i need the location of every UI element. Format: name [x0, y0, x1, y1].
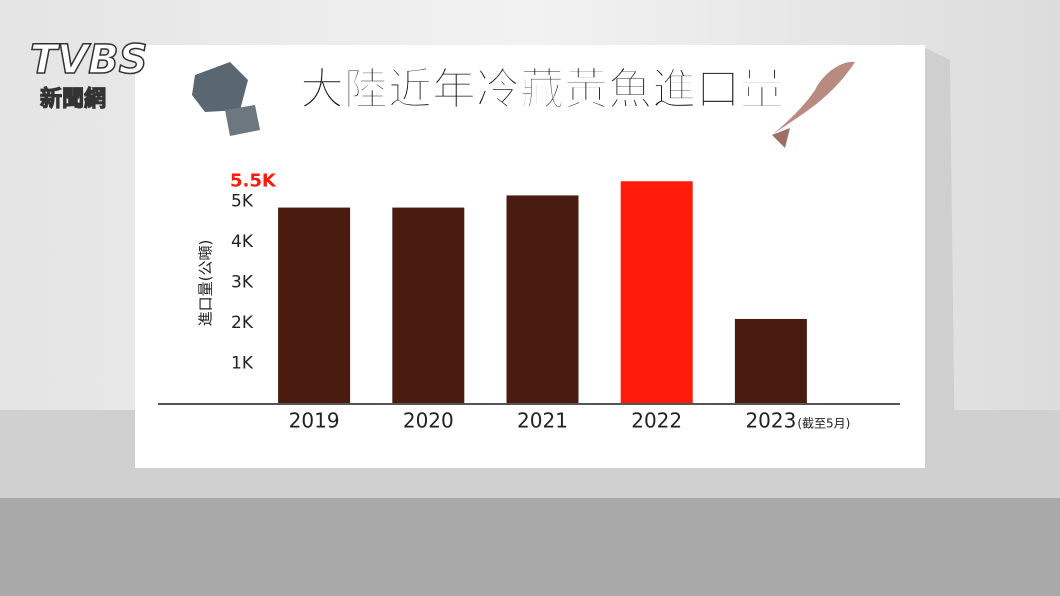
x-tick-label: 2021 — [517, 409, 568, 433]
y-tick-label: 1K — [231, 354, 254, 374]
x-tick-label: 2022 — [631, 409, 682, 433]
x-tick-label: 2019 — [289, 409, 340, 433]
y-tick-label: 5K — [231, 192, 254, 212]
y-tick-label: 4K — [231, 232, 254, 252]
y-tick-label: 2K — [231, 313, 254, 333]
x-tick-label: 2020 — [403, 409, 454, 433]
bar — [392, 207, 465, 404]
bar — [734, 318, 807, 404]
y-axis-label: 進口量(公噸) — [197, 240, 215, 327]
y-tick-label: 3K — [231, 273, 254, 293]
rocks — [192, 62, 260, 136]
chart-title: 大陸近年冷藏黃魚進口量 — [300, 64, 784, 115]
board-shadow — [925, 48, 955, 470]
bar — [620, 181, 693, 404]
floor — [0, 498, 1060, 596]
logo-sub: 新聞網 — [40, 86, 106, 112]
fish — [772, 61, 855, 148]
bar — [506, 195, 579, 404]
x-tick-label: 2023 — [745, 409, 796, 433]
bar — [278, 207, 351, 404]
x-note: (截至5月) — [797, 417, 850, 431]
value-label: 5.5K — [230, 170, 277, 191]
logo: TVBS — [30, 37, 148, 83]
